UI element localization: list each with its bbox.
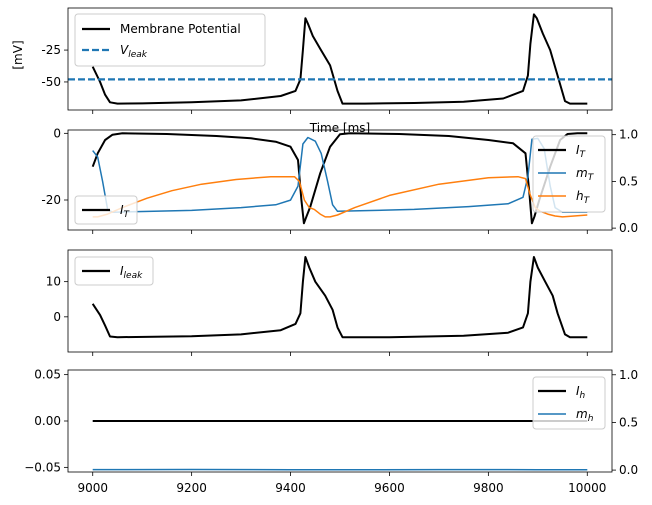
legend-box [74,13,266,67]
x-tick-label: 9000 [77,481,108,495]
legend-label-main: m [576,166,588,180]
y-tick-label: -20 [41,193,61,207]
legend-label: IT [120,203,131,220]
legend-label-main: h [576,189,584,203]
y-tick-label: 0.05 [34,368,61,382]
y-tick-label: 0 [53,126,61,140]
y-tick-label: -25 [41,43,61,57]
y-tick-label: 0 [53,310,61,324]
legend-label-main: I [576,384,580,398]
legend-label-main: I [120,264,124,278]
y-tick-label: −0.05 [24,460,61,474]
legend-label-subscript: h [588,414,594,424]
legend-label: Membrane Potential [120,22,241,36]
y-right-tick-label: 1.0 [619,368,638,382]
x-tick-label: 9200 [176,481,207,495]
legend-label: mT [576,166,595,183]
y-right-tick-label: 0.5 [619,174,638,188]
x-tick-label: 10000 [568,481,606,495]
legend-label-main: V [120,43,129,57]
y-tick-label: 10 [46,275,61,289]
panel-leak-current: 0 10 Ileak [46,249,613,356]
series-line-i-t [91,132,588,225]
legend-label-subscript: h [580,391,586,401]
y-tick-label: 0.00 [34,414,61,428]
legend-box [532,376,606,430]
x-tick-label: 9400 [275,481,306,495]
legend-label: Ileak [120,264,143,281]
legend-label-main: I [120,203,124,217]
y-right-tick-label: 0.0 [619,221,638,235]
legend-label-subscript: leak [124,271,144,281]
y-right-tick-label: 1.0 [619,128,638,142]
legend-label-main: I [576,143,580,157]
axes-frame [67,129,613,231]
legend-left: IT [74,195,138,225]
y-right-tick-label: 0.5 [619,415,638,429]
legend-label-main: Membrane Potential [120,22,241,36]
x-axis-label: Time [ms] [309,121,371,135]
y-axis-label: [mV] [11,40,25,69]
legend-box [74,256,154,286]
legend-label-subscript: T [584,196,591,206]
panel-membrane-potential: -50 -25 [mV] Time [ms] Membrane Potential Vle… [11,7,613,135]
legend-label: Ih [576,384,586,401]
legend-label: hT [576,189,591,206]
x-tick-label: 9600 [374,481,405,495]
legend: Membrane Potential Vleak [74,13,266,67]
y-right-tick-label: 0.0 [619,463,638,477]
panel-h-current: −0.05 0.00 0.05 0.0 0.5 1.0 9000 9200 9400 9600 98… [24,368,638,495]
series-line-m-t [92,136,588,213]
legend-label-subscript: leak [128,50,148,60]
legend-label-subscript: T [580,150,587,160]
legend-box [532,135,606,213]
axes-frame [67,7,613,111]
series-line-i-leak [91,256,588,339]
axes-frame [67,249,613,353]
x-tick-label: 9800 [473,481,504,495]
legend-label-main: m [576,407,588,421]
legend-label-subscript: T [588,173,595,183]
series-line-membrane-potential [91,13,588,105]
legend-label-subscript: T [124,210,131,220]
y-tick-label: -50 [41,75,61,89]
legend-label: IT [576,143,587,160]
legend-label: Vleak [120,43,148,60]
legend: Ileak [74,256,154,286]
legend-label: mh [576,407,594,424]
